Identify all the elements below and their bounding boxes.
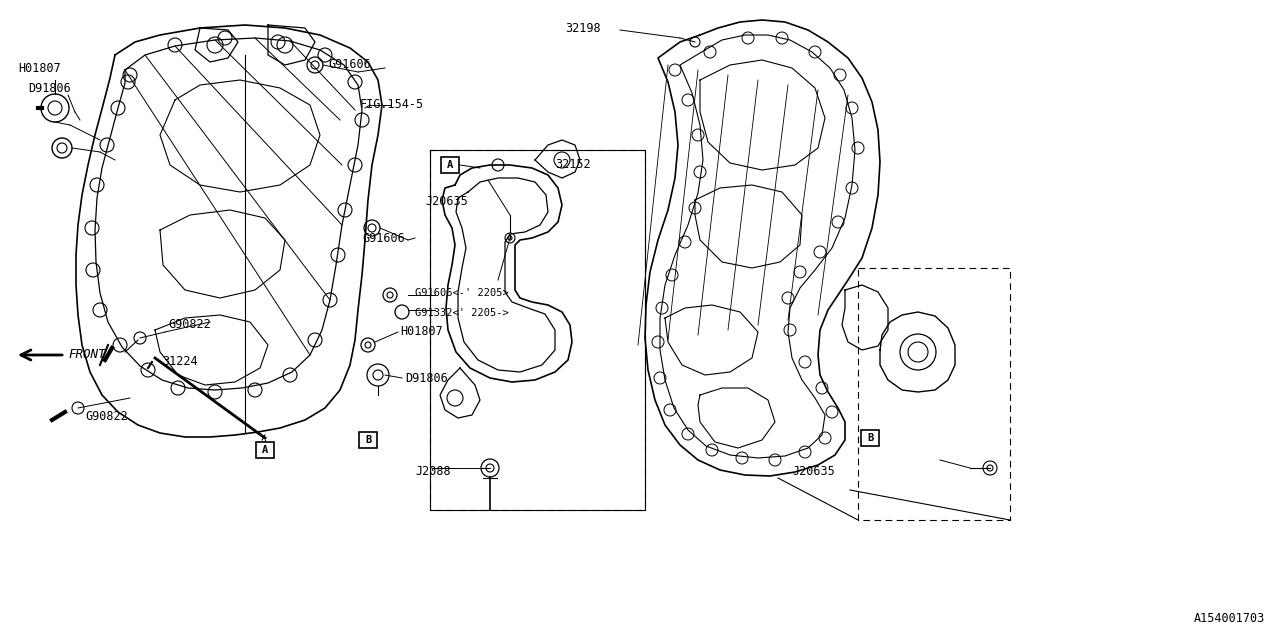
Text: A154001703: A154001703 [1194,612,1265,625]
Text: D91806: D91806 [28,82,70,95]
FancyBboxPatch shape [861,430,879,446]
Text: A: A [447,160,453,170]
Text: B: B [365,435,371,445]
Text: G91332<' 2205->: G91332<' 2205-> [415,308,508,318]
Text: A: A [262,445,268,455]
Text: 32198: 32198 [564,22,600,35]
Text: FIG.154-5: FIG.154-5 [360,98,424,111]
FancyBboxPatch shape [256,442,274,458]
Text: H01807: H01807 [399,325,443,338]
Text: J20635: J20635 [792,465,835,478]
Text: J20635: J20635 [425,195,467,208]
Text: H01807: H01807 [18,62,60,75]
Text: G91606: G91606 [362,232,404,245]
Text: G90822: G90822 [84,410,128,423]
Text: G91606: G91606 [328,58,371,71]
Text: G91606<-' 2205>: G91606<-' 2205> [415,288,508,298]
Text: J2088: J2088 [415,465,451,478]
Text: 31224: 31224 [163,355,197,368]
Text: 32152: 32152 [556,158,590,171]
Text: D91806: D91806 [404,372,448,385]
Text: B: B [867,433,873,443]
Text: G90822: G90822 [168,318,211,331]
FancyBboxPatch shape [442,157,460,173]
FancyBboxPatch shape [358,432,378,448]
Text: FRONT: FRONT [68,348,105,361]
